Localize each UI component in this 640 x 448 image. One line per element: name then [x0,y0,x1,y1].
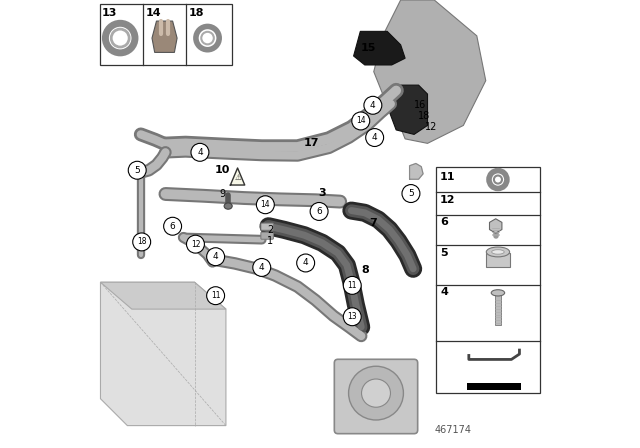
Circle shape [365,129,383,146]
FancyBboxPatch shape [436,167,540,393]
Polygon shape [410,164,423,179]
Text: 3: 3 [319,188,326,198]
Ellipse shape [492,290,505,296]
Text: 4: 4 [303,258,308,267]
FancyBboxPatch shape [261,223,273,230]
FancyBboxPatch shape [334,359,418,434]
Polygon shape [389,85,428,134]
Text: 11: 11 [440,172,456,182]
Ellipse shape [486,247,509,257]
Circle shape [207,287,225,305]
Ellipse shape [362,379,390,407]
Circle shape [364,96,382,114]
Text: 18: 18 [137,237,147,246]
Polygon shape [152,21,177,52]
Text: 13: 13 [348,312,357,321]
Text: 6: 6 [440,217,448,227]
Polygon shape [230,168,244,185]
Circle shape [132,233,150,251]
Circle shape [352,112,370,130]
Polygon shape [490,219,502,233]
Text: 1: 1 [268,236,273,246]
Circle shape [164,217,182,235]
Polygon shape [374,0,486,143]
Text: 11: 11 [211,291,220,300]
Text: 11: 11 [348,281,357,290]
Text: 13: 13 [102,8,117,18]
Text: 6: 6 [316,207,322,216]
Circle shape [297,254,315,272]
Text: 4: 4 [259,263,264,272]
Text: 14: 14 [356,116,365,125]
Text: ⚠: ⚠ [234,173,241,182]
FancyBboxPatch shape [100,4,232,65]
FancyBboxPatch shape [467,383,521,390]
Text: 14: 14 [260,200,270,209]
Text: 4: 4 [440,288,448,297]
Circle shape [257,196,275,214]
Text: 16: 16 [414,100,426,110]
FancyBboxPatch shape [261,232,273,239]
Text: 7: 7 [369,218,377,228]
Text: 4: 4 [372,133,378,142]
Text: 12: 12 [191,240,200,249]
Text: 6: 6 [170,222,175,231]
Text: 15: 15 [360,43,376,53]
Polygon shape [100,282,226,309]
Text: 12: 12 [425,122,437,132]
Circle shape [253,258,271,276]
Circle shape [191,143,209,161]
Text: 12: 12 [440,195,456,205]
Circle shape [343,308,361,326]
Circle shape [402,185,420,202]
Text: 467174: 467174 [435,425,471,435]
Text: 4: 4 [370,101,376,110]
Text: 2: 2 [267,225,273,235]
Text: 14: 14 [146,8,161,18]
Text: 4: 4 [197,148,203,157]
Text: 17: 17 [304,138,319,148]
Text: 18: 18 [189,8,204,18]
Text: 10: 10 [215,165,230,175]
Polygon shape [353,31,405,65]
Text: 5: 5 [408,189,414,198]
Circle shape [207,248,225,266]
Ellipse shape [492,250,504,254]
Text: 9: 9 [220,189,226,198]
Text: 5: 5 [440,248,448,258]
Ellipse shape [349,366,403,420]
Text: 4: 4 [213,252,218,261]
Text: 8: 8 [361,265,369,275]
Circle shape [310,202,328,220]
Circle shape [128,161,146,179]
Circle shape [343,276,361,294]
Text: 5: 5 [134,166,140,175]
Text: 18: 18 [418,111,430,121]
Ellipse shape [224,203,232,209]
FancyBboxPatch shape [495,292,501,325]
FancyBboxPatch shape [486,253,509,267]
Polygon shape [100,282,226,426]
Circle shape [186,235,204,253]
